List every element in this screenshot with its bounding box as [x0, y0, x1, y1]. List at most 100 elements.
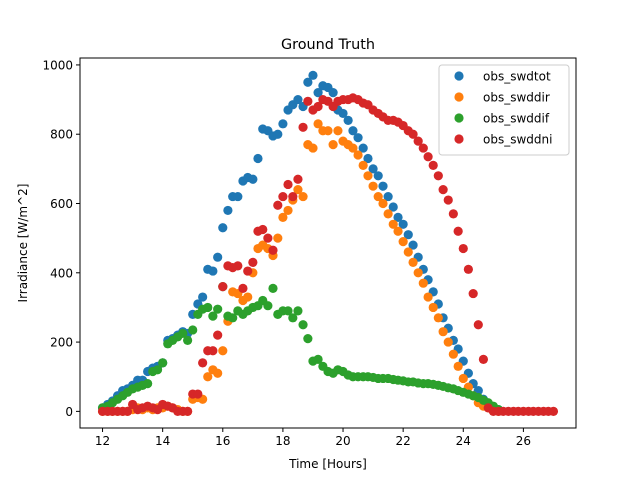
y-tick-label: 600 — [50, 197, 73, 211]
legend-marker — [454, 134, 464, 144]
y-axis: 0 200 400 600 800 1000 — [42, 58, 80, 419]
series-obs_swddni — [97, 93, 559, 416]
x-tick-label: 14 — [155, 434, 170, 448]
point — [418, 278, 428, 288]
point — [438, 327, 448, 337]
point — [433, 313, 443, 323]
point — [453, 361, 463, 371]
point — [453, 226, 463, 236]
point — [408, 129, 418, 139]
x-tick-label: 20 — [335, 434, 350, 448]
point — [403, 230, 413, 240]
point — [238, 283, 248, 293]
point — [263, 233, 273, 243]
point — [152, 365, 163, 375]
point — [408, 257, 418, 267]
point — [293, 94, 303, 105]
point — [293, 306, 303, 316]
point — [468, 288, 478, 299]
point — [243, 266, 253, 276]
point — [218, 282, 228, 292]
point — [208, 346, 218, 356]
point — [333, 126, 343, 136]
legend-marker — [454, 113, 464, 123]
point — [463, 264, 473, 274]
point — [438, 185, 448, 195]
legend-label: obs_swddir — [483, 91, 550, 105]
legend-box — [438, 64, 570, 156]
point — [213, 304, 223, 314]
point — [158, 358, 168, 368]
point — [363, 171, 373, 181]
point — [363, 153, 373, 164]
legend-label: obs_swdtot — [483, 70, 551, 84]
point — [313, 101, 323, 112]
point — [278, 191, 288, 202]
point — [373, 171, 383, 181]
point — [378, 181, 388, 191]
point — [373, 191, 383, 202]
point — [198, 358, 208, 368]
point — [303, 334, 313, 344]
point — [423, 152, 433, 162]
point — [458, 373, 468, 384]
point — [358, 160, 368, 170]
point — [338, 108, 348, 119]
point — [343, 115, 353, 125]
point — [393, 212, 403, 222]
point — [178, 328, 188, 339]
point — [348, 126, 358, 136]
point — [278, 212, 288, 222]
data-points — [97, 70, 559, 416]
point — [328, 88, 338, 98]
x-tick-label: 16 — [215, 434, 230, 448]
point — [203, 372, 213, 382]
point — [313, 88, 323, 98]
point — [448, 349, 458, 359]
x-tick-label: 26 — [516, 434, 531, 448]
point — [298, 122, 308, 132]
point — [548, 406, 559, 416]
point — [358, 143, 368, 153]
y-tick-label: 800 — [50, 128, 73, 142]
point — [398, 219, 408, 229]
point — [298, 191, 308, 202]
point — [433, 171, 443, 181]
point — [383, 209, 393, 219]
point — [193, 389, 203, 399]
point — [122, 406, 133, 416]
point — [323, 126, 333, 136]
point — [273, 233, 283, 243]
point — [283, 205, 293, 216]
point — [303, 96, 313, 106]
point — [428, 160, 438, 170]
point — [328, 140, 338, 150]
point — [408, 240, 418, 250]
point — [253, 153, 263, 164]
point — [383, 191, 393, 202]
point — [183, 406, 193, 416]
x-tick-label: 24 — [456, 434, 471, 448]
point — [198, 292, 208, 302]
x-tick-label: 18 — [275, 434, 290, 448]
x-tick-label: 22 — [396, 434, 411, 448]
point — [413, 268, 423, 278]
point — [208, 311, 218, 321]
point — [443, 337, 453, 347]
point — [233, 191, 243, 202]
point — [278, 119, 288, 129]
x-axis-label: Time [Hours] — [288, 457, 367, 471]
point — [443, 195, 453, 205]
point — [388, 202, 398, 212]
point — [183, 335, 193, 345]
point — [208, 266, 218, 276]
x-axis: 12 14 16 18 20 22 24 26 — [95, 428, 531, 448]
point — [233, 261, 243, 271]
y-axis-label: Irradiance [W/m^2] — [16, 184, 30, 303]
legend-label: obs_swddni — [483, 133, 552, 147]
point — [228, 313, 238, 323]
point — [288, 191, 298, 202]
legend-label: obs_swddif — [483, 112, 550, 126]
point — [473, 320, 483, 330]
point — [403, 247, 413, 257]
